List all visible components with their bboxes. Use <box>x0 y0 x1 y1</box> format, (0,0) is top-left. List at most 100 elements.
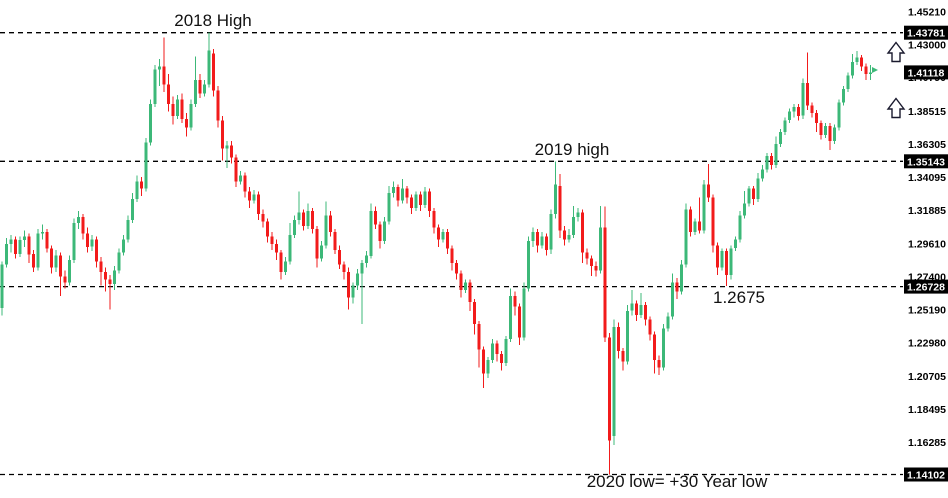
candle-body <box>360 263 364 274</box>
candle-body <box>779 132 782 145</box>
candle-body <box>59 255 62 277</box>
candle-body <box>725 251 728 275</box>
price-badge-label: 1.26728 <box>907 282 945 294</box>
candle-body <box>410 197 413 209</box>
candle-body <box>657 359 661 368</box>
candle-body <box>486 359 490 374</box>
candle-body <box>441 231 445 240</box>
candle-body <box>450 248 454 264</box>
candle-body <box>50 248 53 268</box>
candle-body <box>99 261 103 273</box>
candle-body <box>419 194 422 206</box>
candle-body <box>158 66 161 70</box>
candle-body <box>342 264 346 272</box>
annotation-1-2675-level: 1.2675 <box>713 288 765 307</box>
candle-body <box>162 66 166 85</box>
candle-body <box>144 142 148 189</box>
candle-body <box>365 255 368 264</box>
candle-body <box>54 255 58 268</box>
candle-body <box>590 258 593 267</box>
candle-body <box>239 175 242 182</box>
candle-body <box>783 120 787 133</box>
candle-body <box>171 103 175 116</box>
candle-body <box>837 102 841 128</box>
annotation-2020-low: 2020 low= +30 Year low <box>586 472 768 491</box>
candle-body <box>549 214 553 250</box>
candle-body <box>423 191 427 206</box>
candle-body <box>527 240 530 289</box>
candle-body <box>27 236 31 255</box>
price-badge-label: 1.41118 <box>908 67 945 79</box>
candle-body <box>801 83 805 116</box>
candle-body <box>293 220 296 235</box>
candle-body <box>95 239 98 262</box>
candle-body <box>576 212 580 217</box>
candle-body <box>482 349 485 374</box>
candle-body <box>437 227 440 240</box>
candle-body <box>288 234 292 262</box>
candle-body <box>212 53 215 91</box>
candle-body <box>792 106 796 112</box>
candle-body <box>554 184 557 215</box>
candle-body <box>833 127 836 142</box>
price-badge-label: 1.14102 <box>907 470 945 482</box>
candle-body <box>392 187 395 194</box>
axis-tick-label: 1.36305 <box>908 139 946 151</box>
candle-body <box>603 227 607 338</box>
candle-body <box>747 188 751 204</box>
candle-body <box>311 211 314 229</box>
candle-body <box>599 227 602 271</box>
candle-body <box>513 295 517 307</box>
candle-body <box>86 233 89 247</box>
price-badge <box>904 279 948 294</box>
candle-body <box>626 310 629 362</box>
candle-body <box>846 75 850 89</box>
candle-body <box>765 156 769 170</box>
candle-body <box>459 273 463 290</box>
candle-body <box>464 282 467 290</box>
candle-body <box>414 194 418 209</box>
candle-body <box>338 249 341 265</box>
candle-body <box>185 118 188 128</box>
price-badge <box>904 65 948 80</box>
candle-body <box>198 80 202 94</box>
candle-body <box>545 236 548 250</box>
candle-body <box>698 221 701 231</box>
candle-body <box>563 230 566 240</box>
candle-body <box>531 231 535 241</box>
last-price-marker-icon <box>872 67 878 73</box>
candle-body <box>306 211 310 226</box>
axis-tick-label: 1.29610 <box>908 239 946 251</box>
candle-body <box>473 301 476 325</box>
candle-body <box>257 194 260 215</box>
candle-body <box>738 215 742 240</box>
candle-body <box>711 197 715 246</box>
candle-body <box>635 303 638 316</box>
candle-body <box>734 239 737 249</box>
candle-body <box>45 231 49 249</box>
candle-body <box>774 144 778 165</box>
candle-body <box>675 282 679 292</box>
candle-body <box>612 327 616 436</box>
candle-body <box>387 193 391 222</box>
candle-body <box>653 334 656 360</box>
price-badge <box>904 25 948 40</box>
candle-body <box>167 84 170 104</box>
candle-body <box>509 295 512 340</box>
candle-body <box>374 211 377 225</box>
candle-body <box>522 288 526 338</box>
candle-body <box>639 304 643 316</box>
candle-body <box>500 354 503 363</box>
candle-body <box>234 157 238 182</box>
candle-body <box>81 217 85 234</box>
candle-body <box>230 145 233 158</box>
axis-tick-label: 1.43000 <box>908 39 946 51</box>
candle-body <box>432 211 436 228</box>
candle-body <box>756 178 760 200</box>
candle-body <box>72 223 76 261</box>
candle-body <box>356 273 359 286</box>
candle-body <box>194 80 197 104</box>
candle-body <box>140 181 143 189</box>
